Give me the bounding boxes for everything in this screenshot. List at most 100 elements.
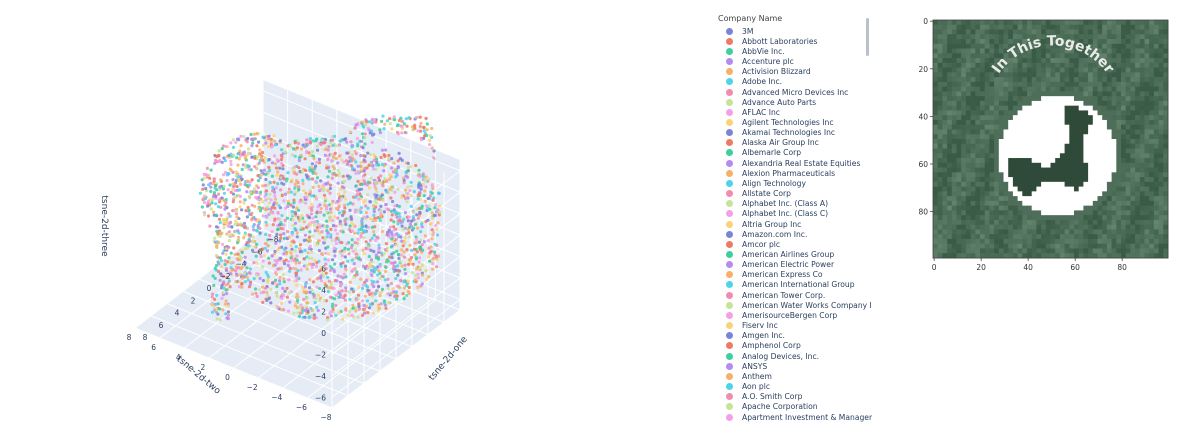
image-pixel: [956, 153, 962, 159]
scatter-point: [227, 271, 231, 275]
scatter-point: [296, 141, 301, 145]
legend-item[interactable]: Apartment Investment & Management: [712, 412, 872, 422]
legend-item[interactable]: Alaska Air Group Inc: [712, 138, 872, 148]
image-pixel: [1139, 224, 1145, 230]
image-pixel: [937, 248, 943, 254]
legend-item[interactable]: A.O. Smith Corp: [712, 392, 872, 402]
image-pixel: [1017, 172, 1023, 178]
image-pixel: [1012, 148, 1018, 154]
image-pixel: [1064, 58, 1070, 64]
scatter-point: [329, 295, 333, 299]
scatter-point: [214, 184, 218, 188]
scatter-point: [294, 267, 298, 271]
legend-item[interactable]: American Tower Corp.: [712, 290, 872, 300]
image-pixel: [951, 143, 957, 149]
image-pixel: [1064, 248, 1070, 254]
legend-scrollbar[interactable]: [866, 18, 869, 56]
image-pixel: [933, 34, 939, 40]
legend-item[interactable]: Alexion Pharmaceuticals: [712, 168, 872, 178]
legend-item[interactable]: Accenture plc: [712, 56, 872, 66]
legend-item[interactable]: Alphabet Inc. (Class C): [712, 209, 872, 219]
scatter-point: [278, 282, 282, 286]
legend-marker: [726, 372, 733, 380]
legend-item[interactable]: Akamai Technologies Inc: [712, 128, 872, 138]
image-pixel: [1121, 186, 1127, 192]
legend-item[interactable]: Altria Group Inc: [712, 219, 872, 229]
legend-item[interactable]: Advanced Micro Devices Inc: [712, 87, 872, 97]
scatter-point: [325, 210, 329, 214]
image-pixel: [1083, 29, 1089, 35]
legend-item[interactable]: AmerisourceBergen Corp: [712, 310, 872, 320]
legend-item[interactable]: Activision Blizzard: [712, 67, 872, 77]
image-pixel: [1055, 39, 1061, 45]
image-pixel: [970, 143, 976, 149]
scatter-point: [421, 174, 425, 178]
image-pixel: [1003, 91, 1009, 97]
image-pixel: [965, 205, 971, 211]
legend-item[interactable]: Align Technology: [712, 178, 872, 188]
legend-item[interactable]: Anthem: [712, 371, 872, 381]
image-pixel: [1153, 205, 1159, 211]
legend-item[interactable]: Advance Auto Parts: [712, 97, 872, 107]
image-pixel: [933, 248, 939, 254]
legend-item[interactable]: Adobe Inc.: [712, 77, 872, 87]
legend-item[interactable]: ANSYS: [712, 361, 872, 371]
legend-item[interactable]: Alphabet Inc. (Class A): [712, 199, 872, 209]
legend-item[interactable]: American Electric Power: [712, 260, 872, 270]
legend-item[interactable]: Allstate Corp: [712, 189, 872, 199]
legend-item[interactable]: American Airlines Group: [712, 249, 872, 259]
image-pixel: [1031, 96, 1037, 102]
scatter-point: [366, 193, 370, 197]
legend[interactable]: Company Name 3M Abbott Laboratories AbbVie…: [712, 14, 872, 434]
scatter-point: [372, 120, 376, 124]
legend-item[interactable]: American International Group: [712, 280, 872, 290]
scatter-point: [437, 191, 441, 195]
legend-item[interactable]: AFLAC Inc: [712, 107, 872, 117]
legend-item[interactable]: AbbVie Inc.: [712, 46, 872, 56]
image-pixel: [1036, 81, 1042, 88]
legend-item[interactable]: Agilent Technologies Inc: [712, 117, 872, 127]
legend-item[interactable]: American Water Works Company Inc: [712, 300, 872, 310]
image-pixel: [975, 24, 981, 30]
legend-item[interactable]: Apache Corporation: [712, 402, 872, 412]
legend-item[interactable]: Fiserv Inc: [712, 321, 872, 331]
image-pixel: [980, 24, 986, 30]
legend-item[interactable]: Amgen Inc.: [712, 331, 872, 341]
image-pixel: [1050, 191, 1056, 197]
legend-item[interactable]: Analog Devices, Inc.: [712, 351, 872, 361]
scatter-point: [273, 278, 278, 282]
scatter-point: [258, 276, 262, 280]
image-pixel: [1012, 238, 1018, 245]
scatter-point: [235, 208, 239, 213]
image-pixel: [970, 181, 976, 187]
image-pixel: [947, 172, 953, 178]
legend-item[interactable]: 3M: [712, 26, 872, 36]
image-pixel: [970, 34, 976, 40]
legend-item[interactable]: Aon plc: [712, 381, 872, 391]
image-pixel: [994, 186, 1000, 192]
image-pixel: [1130, 43, 1136, 49]
scatter-point: [366, 180, 370, 184]
image-pixel: [1130, 105, 1136, 111]
legend-item[interactable]: Albemarle Corp: [712, 148, 872, 158]
image-pixel: [1069, 81, 1075, 88]
image-pixel: [1130, 181, 1136, 187]
image-pixel: [1064, 234, 1070, 240]
legend-item[interactable]: Abbott Laboratories: [712, 36, 872, 46]
scatter-point: [209, 168, 213, 172]
scatter-point: [290, 233, 294, 237]
legend-item[interactable]: Amphenol Corp: [712, 341, 872, 351]
image-pixel: [1083, 139, 1089, 145]
scatter-point: [386, 277, 390, 281]
scatter-point: [352, 262, 356, 266]
legend-item[interactable]: American Express Co: [712, 270, 872, 280]
legend-item[interactable]: Amcor plc: [712, 239, 872, 249]
scatter-point: [296, 311, 300, 315]
scatter-point: [378, 262, 382, 266]
image-pixel: [1092, 110, 1098, 116]
legend-item[interactable]: Alexandria Real Estate Equities: [712, 158, 872, 168]
image-pixel: [994, 215, 1000, 221]
legend-item[interactable]: Amazon.com Inc.: [712, 229, 872, 239]
image-pixel: [1149, 177, 1155, 183]
